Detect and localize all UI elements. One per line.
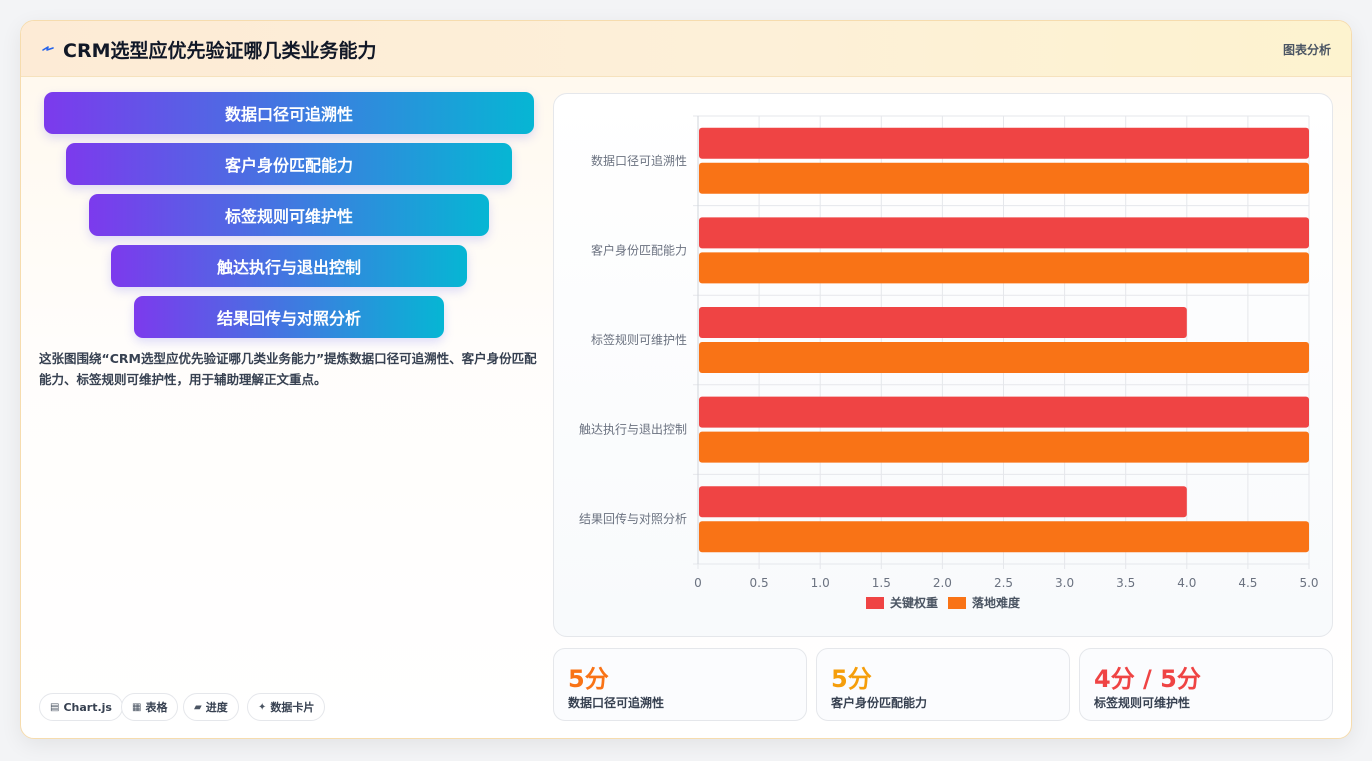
chart-icon: ▤ <box>50 701 60 713</box>
y-tick-label: 标签规则可维护性 <box>591 332 687 347</box>
legend-label: 落地难度 <box>972 595 1021 610</box>
kpi-label: 标签规则可维护性 <box>1094 696 1191 710</box>
legend-label: 关键权重 <box>890 595 938 610</box>
kpi-label: 数据口径可追溯性 <box>568 696 665 710</box>
zap-icon <box>42 46 54 51</box>
funnel-step-3: 标签规则可维护性 <box>89 194 489 236</box>
funnel-step-2: 客户身份匹配能力 <box>66 143 512 185</box>
x-tick-label: 3.0 <box>1055 576 1074 590</box>
funnel-step-5: 结果回传与对照分析 <box>134 296 444 338</box>
kpi-card-2: 5分 客户身份匹配能力 <box>816 648 1070 721</box>
chip-label: Chart.js <box>63 700 112 714</box>
funnel-step-4: 触达执行与退出控制 <box>111 245 467 287</box>
x-tick-label: 5.0 <box>1299 576 1318 590</box>
chip-label: 进度 <box>205 701 228 714</box>
bar-difficulty <box>699 162 1309 194</box>
x-tick-label: 0.5 <box>750 576 769 590</box>
x-tick-label: 1.0 <box>811 576 830 590</box>
x-tick-label: 2.0 <box>933 576 952 590</box>
chart-card: CRM选型应优先验证哪几类业务能力 图表分析 数据口径可追溯性 客户身份匹配能力… <box>20 20 1352 739</box>
bar-key-weight <box>699 307 1187 338</box>
chart-panel: 0 0.5 1.0 1.5 2.0 2.5 3.0 3.5 4.0 4.5 5.0 数据口径可追溯性客… <box>553 93 1333 637</box>
chip-chartjs[interactable]: ▤ Chart.js <box>39 693 123 721</box>
kpi-value: 5分 <box>831 665 872 693</box>
kpi-value: 4分 / 5分 <box>1094 665 1201 693</box>
kpi-value: 5分 <box>568 665 609 693</box>
table-icon: ▦ <box>132 701 142 713</box>
chip-data-card[interactable]: ✦ 数据卡片 <box>247 693 326 721</box>
funnel-step-1: 数据口径可追溯性 <box>44 92 534 134</box>
bar-key-weight <box>699 396 1309 428</box>
y-tick-label: 触达执行与退出控制 <box>579 423 687 437</box>
chip-label: 表格 <box>145 701 168 714</box>
bar-difficulty <box>699 521 1309 553</box>
bar-difficulty <box>699 252 1309 284</box>
chart-analysis-tag: 图表分析 <box>1282 43 1331 57</box>
bar-difficulty <box>699 342 1309 373</box>
y-tick-label: 客户身份匹配能力 <box>591 242 687 257</box>
bar-key-weight <box>699 486 1187 518</box>
card-header: CRM选型应优先验证哪几类业务能力 图表分析 <box>21 21 1351 77</box>
x-tick-label: 4.0 <box>1177 576 1196 590</box>
chip-table[interactable]: ▦ 表格 <box>121 693 179 721</box>
legend-swatch <box>948 597 966 609</box>
kpi-label: 客户身份匹配能力 <box>831 696 928 710</box>
legend-swatch <box>866 597 884 609</box>
y-tick-label: 结果回传与对照分析 <box>579 511 687 526</box>
bar-key-weight <box>699 127 1309 159</box>
x-tick-label: 1.5 <box>872 576 891 590</box>
sparkle-icon: ✦ <box>258 701 267 713</box>
y-tick-label: 数据口径可追溯性 <box>591 153 687 168</box>
x-tick-label: 0 <box>694 576 702 590</box>
kpi-card-3: 4分 / 5分 标签规则可维护性 <box>1079 648 1333 721</box>
bar-difficulty <box>699 431 1309 463</box>
bar-key-weight <box>699 217 1309 249</box>
page-title: CRM选型应优先验证哪几类业务能力 <box>63 40 377 62</box>
chip-label: 数据卡片 <box>270 701 315 714</box>
x-tick-label: 2.5 <box>994 576 1013 590</box>
bar-chart: 0 0.5 1.0 1.5 2.0 2.5 3.0 3.5 4.0 4.5 5.0 数据口径可追溯性客… <box>579 115 1319 610</box>
chip-progress[interactable]: ▰ 进度 <box>183 693 239 721</box>
chart-description: 这张图围绕“CRM选型应优先验证哪几类业务能力”提炼数据口径可追溯性、客户身份匹… <box>39 351 537 387</box>
progress-icon: ▰ <box>194 701 202 713</box>
kpi-card-1: 5分 数据口径可追溯性 <box>553 648 807 721</box>
x-tick-label: 4.5 <box>1238 576 1257 590</box>
x-tick-label: 3.5 <box>1116 576 1135 590</box>
